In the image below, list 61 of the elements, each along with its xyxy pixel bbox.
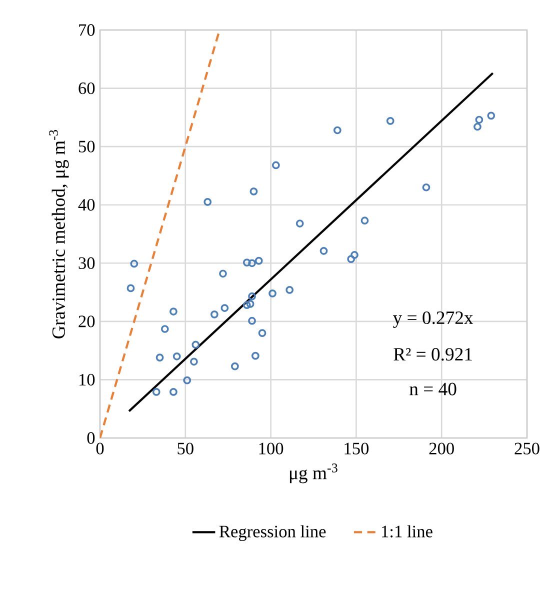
point: [170, 388, 178, 396]
y-tick-label: 10: [79, 374, 95, 386]
annotation: n = 40: [410, 382, 456, 396]
y-tick-label: 60: [78, 82, 95, 94]
point: [251, 352, 260, 360]
point: [242, 301, 251, 310]
point: [126, 284, 135, 292]
point: [258, 329, 266, 338]
point: [272, 161, 280, 170]
point: [347, 255, 356, 263]
x-tick-label: 0: [96, 442, 104, 454]
point: [242, 258, 251, 266]
point: [246, 300, 254, 308]
point: [183, 376, 192, 384]
point: [130, 260, 138, 268]
point: [220, 304, 229, 312]
point: [296, 220, 304, 228]
x-axis-title: μg m$^{-3}$: [290, 464, 338, 484]
point: [474, 122, 482, 131]
point: [487, 112, 496, 120]
point: [250, 188, 258, 196]
y-tick-label: 70: [79, 24, 95, 36]
point: [152, 388, 160, 396]
point: [190, 358, 198, 366]
point: [248, 316, 256, 325]
x-tick-label: 50: [178, 442, 194, 454]
x-tick-label: 150: [344, 442, 369, 454]
point: [156, 354, 164, 362]
point: [320, 246, 328, 255]
y-axis-title: Gravimetric method, μg m$^{-3}$: [49, 130, 69, 338]
point: [286, 286, 294, 294]
point: [333, 126, 342, 134]
point: [160, 325, 169, 333]
annotation: y = 0.272x: [393, 311, 474, 328]
point: [254, 256, 263, 265]
point: [210, 310, 218, 318]
y-tick-label: 40: [78, 199, 95, 211]
y-tick-label: 50: [78, 140, 95, 152]
x-tick-label: 250: [514, 442, 540, 454]
legend-label: Regression line: [219, 525, 326, 541]
point: [248, 292, 256, 300]
point: [219, 270, 227, 278]
x-tick-label: 200: [429, 442, 454, 454]
legend-label: 1:1 line: [382, 525, 432, 538]
point: [248, 259, 256, 268]
point: [422, 183, 430, 192]
y-tick-label: 0: [87, 432, 95, 444]
y-tick-label: 20: [78, 316, 95, 328]
point: [360, 216, 369, 225]
point: [475, 116, 484, 124]
point: [386, 116, 394, 125]
point: [230, 362, 239, 370]
point: [172, 352, 181, 360]
point: [204, 198, 212, 206]
y-tick-label: 30: [78, 257, 95, 269]
x-tick-label: 100: [259, 442, 284, 454]
point: [268, 290, 276, 298]
point: [192, 340, 200, 349]
point: [170, 308, 178, 316]
annotation: R² = 0.921: [394, 348, 472, 361]
point: [350, 251, 358, 259]
